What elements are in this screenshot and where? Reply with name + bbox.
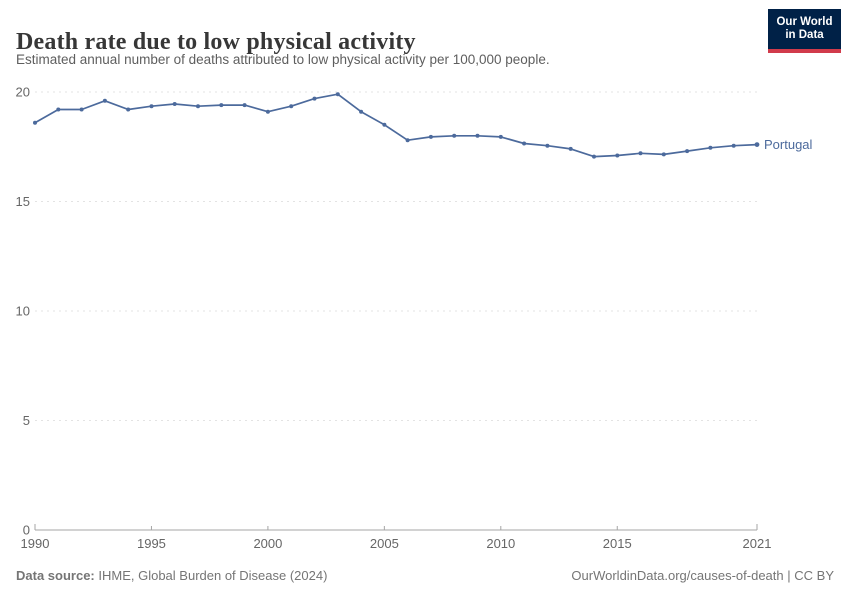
data-point[interactable]: [312, 96, 317, 101]
owid-logo-line1: Our World: [776, 16, 833, 28]
y-tick-label: 10: [16, 304, 30, 319]
data-point[interactable]: [754, 142, 760, 148]
data-source: Data source: IHME, Global Burden of Dise…: [16, 568, 327, 583]
y-tick-label: 0: [23, 523, 30, 538]
chart-subtitle: Estimated annual number of deaths attrib…: [16, 52, 550, 67]
data-point[interactable]: [242, 103, 247, 108]
data-point[interactable]: [592, 154, 596, 159]
x-tick-label: 2021: [743, 536, 772, 551]
y-tick-label: 15: [16, 194, 30, 209]
page-title: Death rate due to low physical activity: [16, 29, 416, 56]
data-point[interactable]: [335, 92, 340, 97]
data-point[interactable]: [661, 152, 666, 157]
data-point[interactable]: [149, 104, 154, 109]
data-point[interactable]: [498, 134, 503, 139]
footer-link[interactable]: OurWorldinData.org/causes-of-death: [571, 568, 784, 583]
x-tick-label: 2000: [253, 536, 282, 551]
data-point[interactable]: [33, 120, 37, 125]
footer-separator: |: [787, 568, 791, 583]
data-point[interactable]: [568, 146, 573, 151]
data-point[interactable]: [615, 153, 620, 158]
data-point[interactable]: [265, 109, 270, 114]
data-point[interactable]: [428, 134, 433, 139]
data-point[interactable]: [219, 103, 224, 108]
data-point[interactable]: [708, 145, 713, 150]
x-tick-label: 1995: [137, 536, 166, 551]
data-source-label: Data source:: [16, 568, 95, 583]
data-point[interactable]: [102, 98, 107, 103]
data-point[interactable]: [475, 133, 480, 138]
data-point[interactable]: [731, 143, 736, 148]
x-tick-label: 2005: [370, 536, 399, 551]
footer-attribution: OurWorldinData.org/causes-of-death | CC …: [571, 568, 834, 583]
data-point[interactable]: [638, 151, 643, 156]
data-point[interactable]: [56, 107, 61, 112]
data-point[interactable]: [289, 104, 294, 109]
series-end-label[interactable]: Portugal: [764, 137, 813, 152]
data-point[interactable]: [405, 138, 410, 143]
data-point[interactable]: [545, 143, 550, 148]
y-tick-label: 20: [16, 85, 30, 100]
x-tick-label: 1990: [21, 536, 50, 551]
y-tick-label: 5: [23, 413, 30, 428]
data-point[interactable]: [196, 104, 200, 109]
series-line-portugal[interactable]: [34, 93, 758, 158]
owid-logo[interactable]: Our World in Data: [768, 9, 841, 53]
data-point[interactable]: [79, 107, 84, 112]
owid-logo-line2: in Data: [785, 29, 824, 41]
data-point[interactable]: [126, 107, 131, 112]
data-point[interactable]: [685, 149, 690, 154]
data-point[interactable]: [359, 109, 364, 114]
footer-license: CC BY: [794, 568, 834, 583]
x-tick-label: 2010: [486, 536, 515, 551]
data-point[interactable]: [382, 122, 387, 127]
chart-footer: Data source: IHME, Global Burden of Dise…: [16, 568, 834, 583]
data-source-value: IHME, Global Burden of Disease (2024): [98, 568, 328, 583]
data-point[interactable]: [172, 102, 177, 106]
data-point[interactable]: [452, 133, 457, 138]
x-tick-label: 2015: [603, 536, 632, 551]
data-point[interactable]: [522, 141, 527, 146]
